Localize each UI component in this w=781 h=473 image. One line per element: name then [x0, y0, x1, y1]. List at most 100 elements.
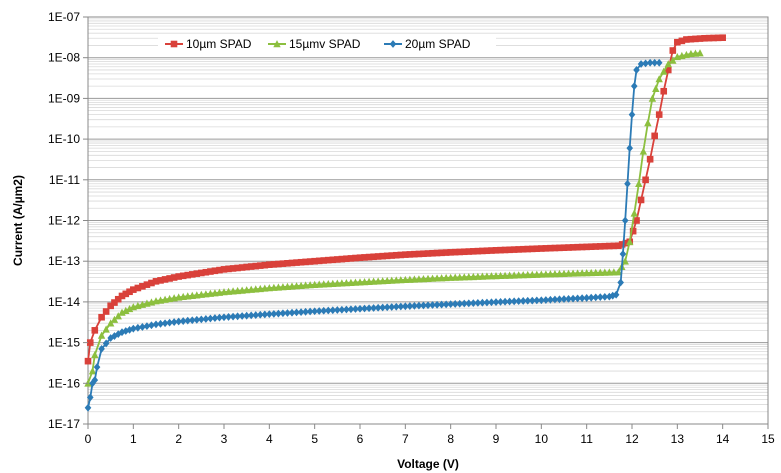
data-point: [383, 303, 391, 312]
data-point: [415, 250, 423, 258]
data-point: [651, 58, 658, 67]
data-point: [125, 304, 134, 313]
data-point: [470, 299, 477, 308]
data-point: [148, 279, 155, 287]
data-point: [601, 292, 609, 301]
data-point: [343, 255, 350, 263]
data-point: [166, 275, 173, 282]
data-point: [118, 292, 126, 300]
legend-label: 20µm SPAD: [405, 37, 471, 51]
data-point: [91, 327, 99, 334]
data-point: [515, 297, 522, 306]
data-point: [388, 303, 396, 311]
data-point: [193, 315, 201, 324]
data-point: [574, 294, 581, 303]
data-point: [578, 294, 586, 303]
data-point: [84, 403, 92, 412]
data-point: [551, 244, 559, 252]
x-axis-label: Voltage (V): [397, 457, 459, 471]
x-tick-labels: 0 1 2 3 4 5 6 7 8 9 10 11 12 13 14 15: [85, 424, 775, 446]
x-tick-label: 1: [130, 432, 137, 446]
data-point: [429, 301, 436, 309]
data-point: [188, 271, 196, 278]
data-point: [279, 260, 287, 267]
data-point: [370, 304, 377, 312]
x-tick-label: 11: [580, 432, 593, 446]
data-point: [252, 262, 260, 270]
x-tick-label: 8: [447, 432, 454, 446]
legend-label: 15µmv SPAD: [289, 37, 361, 51]
data-point: [479, 298, 486, 307]
data-point: [152, 278, 160, 285]
data-point: [86, 393, 94, 402]
data-point: [488, 247, 495, 254]
data-point: [261, 261, 269, 269]
data-point: [293, 259, 300, 266]
data-point: [433, 300, 441, 309]
data-point: [565, 294, 572, 303]
x-tick-label: 9: [493, 432, 500, 446]
data-point: [365, 304, 373, 313]
legend-marker: [170, 40, 178, 48]
y-tick-label: 1E-13: [48, 254, 80, 268]
data-point: [352, 305, 359, 313]
legend-item: 20µm SPAD: [384, 37, 471, 51]
data-point: [383, 252, 391, 260]
data-point: [324, 256, 332, 264]
data-point: [524, 245, 532, 253]
data-point: [175, 273, 182, 280]
legend-label: 10µm SPAD: [186, 37, 252, 51]
data-point: [660, 67, 668, 75]
data-point: [596, 293, 604, 302]
data-point: [98, 313, 105, 321]
data-point: [152, 320, 160, 329]
x-tick-label: 10: [535, 432, 549, 446]
data-point: [252, 311, 260, 319]
data-point: [628, 110, 636, 119]
data-point: [211, 314, 219, 322]
data-point: [655, 111, 663, 118]
data-point: [606, 242, 613, 250]
data-point: [392, 251, 400, 259]
data-point: [102, 339, 110, 348]
data-point: [306, 258, 314, 265]
data-point: [429, 249, 436, 257]
data-point: [118, 308, 126, 316]
data-point: [179, 272, 187, 280]
y-tick-label: 1E-08: [48, 51, 80, 65]
data-point: [111, 299, 118, 306]
data-point: [456, 299, 464, 308]
data-point: [148, 321, 155, 330]
data-point: [501, 246, 509, 254]
data-point: [114, 295, 122, 303]
data-point: [460, 299, 468, 308]
data-point: [126, 288, 133, 296]
data-point: [402, 251, 409, 258]
data-point: [569, 294, 577, 303]
data-point: [669, 56, 677, 64]
data-point: [547, 295, 554, 304]
x-tick-label: 13: [671, 432, 685, 446]
data-point: [447, 300, 454, 309]
data-point: [519, 245, 527, 253]
data-point: [320, 257, 328, 264]
data-point: [284, 309, 291, 317]
data-point: [630, 209, 638, 217]
data-point: [114, 312, 122, 320]
data-point: [225, 313, 232, 321]
data-point: [379, 303, 386, 312]
data-point: [275, 309, 282, 318]
data-point: [488, 298, 495, 307]
data-point: [388, 252, 396, 259]
data-point: [612, 290, 620, 299]
data-point: [664, 60, 672, 68]
data-point: [687, 35, 695, 43]
data-point: [106, 319, 115, 327]
data-point: [678, 37, 686, 45]
data-point: [542, 296, 550, 304]
data-point: [130, 324, 137, 333]
data-point: [629, 227, 637, 235]
data-point: [86, 339, 94, 346]
data-point: [122, 327, 130, 335]
data-point: [379, 252, 386, 260]
